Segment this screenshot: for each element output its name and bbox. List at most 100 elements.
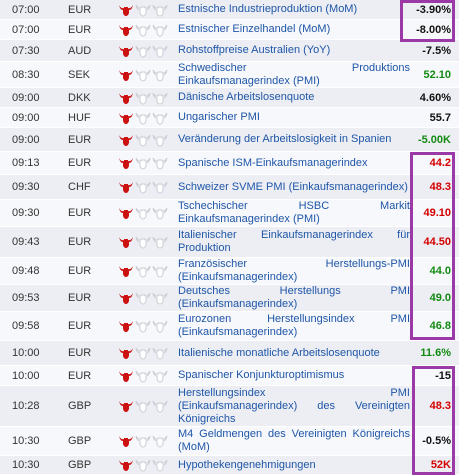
table-row: 07:30 AUD Rohstoffpreise Australien (YoY)…: [0, 40, 459, 62]
table-row: 07:00 EUR Estnische Industrieproduktion (…: [0, 0, 459, 20]
event-time: 08:30: [12, 68, 40, 81]
bull-icon-active: [118, 369, 134, 383]
bull-icon-active: [118, 399, 134, 413]
actual-value: 44.0: [429, 265, 451, 277]
bull-icon-inactive: [152, 264, 168, 278]
event-link[interactable]: Veränderung der Arbeitslosigkeit in Span…: [178, 133, 392, 145]
importance-rating: [118, 258, 170, 284]
currency-code: AUD: [68, 44, 92, 57]
actual-value: 44.50: [423, 236, 451, 248]
importance-rating: [118, 108, 170, 127]
event-link[interactable]: Herstellungsindex PMI (Einkaufsmanagerin…: [178, 386, 410, 425]
event-link[interactable]: Eurozonen Herstellungsindex PMI (Einkauf…: [178, 313, 410, 338]
importance-rating: [118, 285, 170, 311]
event-link[interactable]: Dänische Arbeitslosenquote: [178, 91, 315, 103]
event-link[interactable]: Spanischer Konjunkturoptimismus: [178, 369, 345, 381]
bull-icon-active: [118, 68, 134, 82]
event-time: 09:00: [12, 91, 40, 104]
bull-icon-active: [118, 458, 134, 472]
actual-value: 55.7: [429, 111, 451, 124]
bull-icon-inactive: [135, 291, 151, 305]
currency-code: EUR: [68, 207, 92, 219]
bull-icon-inactive: [152, 23, 168, 37]
actual-value: 52.10: [423, 68, 451, 81]
table-row: 10:00 EUR Spanischer Konjunkturoptimismus…: [0, 366, 459, 386]
importance-rating: [118, 366, 170, 385]
event-link[interactable]: Schweizer SVME PMI (Einkaufsmanagerindex…: [178, 180, 408, 193]
importance-rating: [118, 175, 170, 199]
currency-code: GBP: [68, 400, 92, 412]
importance-rating: [118, 456, 170, 474]
actual-value: 52K: [430, 459, 451, 471]
importance-rating: [118, 128, 170, 151]
bull-icon-inactive: [152, 434, 168, 448]
bull-icon-active: [118, 235, 134, 249]
event-time: 09:43: [12, 236, 40, 248]
importance-rating: [118, 0, 170, 19]
event-time: 07:00: [12, 23, 40, 36]
actual-value: 48.3: [429, 400, 451, 412]
bull-icon-inactive: [135, 111, 151, 125]
event-time: 07:30: [12, 44, 40, 57]
bull-icon-active: [118, 23, 134, 37]
actual-value: -3.90%: [416, 3, 451, 16]
event-link[interactable]: Ungarischer PMI: [178, 111, 260, 123]
event-link[interactable]: Italienischer Einkaufsmanagerindex für P…: [178, 229, 410, 254]
bull-icon-inactive: [152, 458, 168, 472]
event-link[interactable]: Tschechischer HSBC Markit Einkaufsmanage…: [178, 200, 410, 225]
table-row: 09:00 DKK Dänische Arbeitslosenquote 4.60%: [0, 88, 459, 108]
bull-icon-active: [118, 133, 134, 147]
event-time: 07:00: [12, 3, 40, 16]
bull-icon-inactive: [135, 369, 151, 383]
bull-icon-active: [118, 346, 134, 360]
event-time: 09:30: [12, 181, 40, 193]
table-row: 08:30 SEK Schwedischer Produktions Einkau…: [0, 62, 459, 88]
event-link[interactable]: Spanische ISM-Einkaufsmanagerindex: [178, 156, 368, 169]
currency-code: HUF: [68, 111, 91, 124]
bull-icon-active: [118, 434, 134, 448]
importance-rating: [118, 62, 170, 87]
bull-icon-inactive: [152, 91, 168, 105]
bull-icon-active: [118, 206, 134, 220]
bull-icon-inactive: [152, 369, 168, 383]
event-link[interactable]: M4 Geldmengen des Vereinigten Königreich…: [178, 428, 410, 453]
currency-code: EUR: [68, 236, 92, 248]
event-time: 09:00: [12, 111, 40, 124]
actual-value: -5.00K: [417, 133, 451, 146]
bull-icon-inactive: [152, 346, 168, 360]
event-time: 10:28: [12, 400, 40, 412]
event-time: 09:58: [12, 320, 40, 332]
event-link[interactable]: Französischer Herstellungs-PMI (Einkaufs…: [178, 258, 410, 283]
bull-icon-inactive: [135, 235, 151, 249]
currency-code: EUR: [68, 320, 92, 332]
actual-value: 44.2: [429, 157, 451, 169]
bull-icon-inactive: [152, 399, 168, 413]
event-link[interactable]: Rohstoffpreise Australien (YoY): [178, 44, 331, 56]
bull-icon-inactive: [152, 156, 168, 170]
table-row: 09:53 EUR Deutsches Herstellungs PMI (Ein…: [0, 285, 459, 312]
actual-value: -7.5%: [422, 44, 451, 57]
bull-icon-inactive: [152, 291, 168, 305]
bull-icon-inactive: [135, 44, 151, 58]
currency-code: EUR: [68, 133, 92, 146]
actual-value: 49.0: [429, 292, 451, 304]
table-row: 09:00 EUR Veränderung der Arbeitslosigkei…: [0, 128, 459, 152]
importance-rating: [118, 40, 170, 61]
bull-icon-inactive: [135, 68, 151, 82]
table-row: 09:00 HUF Ungarischer PMI 55.7: [0, 108, 459, 128]
bull-icon-inactive: [135, 180, 151, 194]
event-link[interactable]: Estnischer Einzelhandel (MoM): [178, 23, 331, 35]
bull-icon-inactive: [152, 235, 168, 249]
bull-icon-inactive: [135, 206, 151, 220]
currency-code: EUR: [68, 292, 92, 304]
bull-icon-inactive: [135, 319, 151, 333]
event-link[interactable]: Hypothekengenehmigungen: [178, 458, 316, 471]
event-link[interactable]: Estnische Industrieproduktion (MoM): [178, 3, 358, 15]
table-row: 10:28 GBP Herstellungsindex PMI (Einkaufs…: [0, 386, 459, 427]
currency-code: SEK: [68, 68, 91, 81]
event-link[interactable]: Italienische monatliche Arbeitslosenquot…: [178, 346, 380, 359]
event-link[interactable]: Deutsches Herstellungs PMI (Einkaufsmana…: [178, 285, 410, 310]
event-link[interactable]: Schwedischer Produktions Einkaufsmanager…: [178, 61, 410, 87]
importance-rating: [118, 152, 170, 174]
table-row: 09:30 CHF Schweizer SVME PMI (Einkaufsman…: [0, 175, 459, 200]
